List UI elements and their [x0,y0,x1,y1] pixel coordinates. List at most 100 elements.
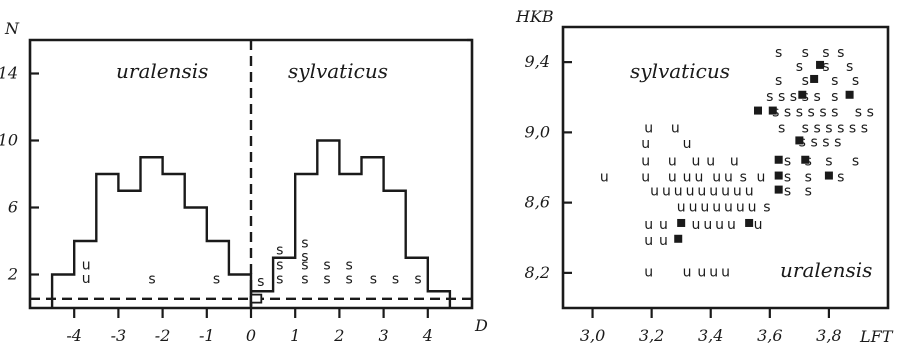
scatter-marker-19: s [796,105,803,121]
scatter-filled-square-7 [774,155,783,164]
scatter-marker-59: u [683,170,692,186]
scatter-y-axis-label: HKB [515,7,554,26]
scatter-filled-square-2 [798,90,807,99]
scatter-x-tick-label-3: 3,6 [757,326,782,345]
histogram-y-tick-label-2: 10 [0,131,18,150]
histogram-x-tick-label-8: 4 [422,326,433,345]
scatter-y-ticks: 8,2 8,6 9,0 9,4 [525,52,572,282]
scatter-marker-56: u [730,154,739,170]
histogram-marker-6: s [301,236,308,252]
scatter-filled-square-3 [845,90,854,99]
scatter-filled-square-5 [768,106,777,115]
histogram-series [30,40,472,308]
histogram-marker-14: s [323,272,330,288]
scatter-marker-16: s [831,89,838,105]
histogram-marker-17: s [392,272,399,288]
scatter-filled-square-6 [795,136,804,145]
scatter-marker-21: s [819,105,826,121]
scatter-y-tick-label-1: 8,6 [525,193,550,212]
scatter-marker-29: s [837,120,844,136]
histogram-marker-5: s [276,242,283,258]
scatter-marker-4: s [796,59,803,75]
scatter-marker-27: s [813,120,820,136]
scatter-group-label-sylvaticus: sylvaticus [630,59,730,83]
scatter-marker-10: s [852,73,859,89]
histogram-marker-7: s [301,249,308,265]
scatter-marker-2: s [822,45,829,61]
scatter-marker-73: u [677,199,686,215]
scatter-filled-square-9 [824,171,833,180]
histogram-x-tick-label-3: -1 [199,326,215,345]
scatter-marker-60: u [694,170,703,186]
scatter-x-tick-label-4: 3,8 [816,326,841,345]
histogram-marker-13: s [301,272,308,288]
scatter-marker-55: u [706,154,715,170]
histogram-marker-4: s [257,274,264,290]
scatter-marker-28: s [825,120,832,136]
scatter-marker-63: u [757,170,766,186]
scatter-filled-square-10 [774,171,783,180]
scatter-marker-13: s [790,89,797,105]
scatter-marker-78: u [736,199,745,215]
histogram-marker-2: s [148,272,155,288]
histogram-x-tick-label-6: 2 [333,326,344,345]
scatter-marker-51: u [683,136,692,152]
scatter-marker-76: u [712,199,721,215]
histogram-x-tick-label-2: -2 [155,326,171,345]
scatter-marker-92: u [709,264,718,280]
scatter-marker-3: s [837,45,844,61]
scatter-marker-83: u [703,217,712,233]
scatter-marker-91: u [697,264,706,280]
scatter-marker-48: u [644,120,653,136]
scatter-marker-50: u [641,136,650,152]
scatter-filled-square-13 [745,218,754,227]
scatter-marker-72: u [745,184,754,200]
scatter-marker-80: u [644,217,653,233]
scatter-marker-33: s [810,134,817,150]
scatter-x-tick-label-1: 3,2 [639,326,664,345]
histogram-x-ticks: -4 -3 -2 -1 0 1 2 3 4 [66,308,433,345]
scatter-marker-40: s [740,170,747,186]
scatter-marker-1: s [802,45,809,61]
scatter-marker-43: s [837,170,844,186]
histogram-x-tick-label-5: 1 [290,326,300,345]
scatter-marker-46: s [763,199,770,215]
histogram-y-tick-label-3: 14 [0,64,18,83]
scatter-marker-42: s [805,170,812,186]
scatter-marker-53: u [668,154,677,170]
scatter-marker-8: s [802,73,809,89]
scatter-x-ticks: 3,0 3,2 3,4 3,6 3,8 [580,308,842,345]
scatter-group-label-uralensis: uralensis [780,258,872,282]
scatter-marker-9: s [831,73,838,89]
scatter-marker-93: u [721,264,730,280]
scatter-markers: s s s ss s ss s s ss s s s ss s s s s s ss s s s s s ss s ss s ss s s s… [600,45,874,281]
histogram-x-tick-label-1: -3 [111,326,127,345]
scatter-marker-44: s [784,184,791,200]
histogram-frame [28,38,474,310]
scatter-marker-75: u [700,199,709,215]
scatter-marker-87: u [644,233,653,249]
scatter-marker-90: u [683,264,692,280]
scatter-marker-71: u [733,184,742,200]
scatter-filled-square-4 [754,106,762,115]
scatter-marker-23: s [855,105,862,121]
scatter-marker-82: u [692,217,701,233]
scatter-filled-square-0 [816,60,825,69]
scatter-marker-34: s [822,134,829,150]
scatter-marker-25: s [778,120,785,136]
histogram-marker-1: u [82,271,91,287]
scatter-chart: 8,28,69,09,4 3,0 3,2 3,4 3,6 3,8 s s s ss s ss s s s… [515,7,894,346]
histogram-open-square-0 [250,293,263,304]
scatter-marker-57: u [641,170,650,186]
scatter-x-axis-label: LFT [859,327,894,346]
scatter-marker-35: s [834,134,841,150]
scatter-marker-65: u [662,184,671,200]
histogram-series-0 [50,156,253,308]
scatter-marker-24: s [867,105,874,121]
histogram-markers: uu s s ss sss s s ss s s s s s s [82,236,422,304]
scatter-y-tick-label-2: 9,0 [525,122,550,141]
scatter-marker-58: u [668,170,677,186]
scatter-marker-38: s [825,154,832,170]
scatter-y-tick-label-3: 9,4 [525,52,550,71]
scatter-marker-67: u [686,184,695,200]
